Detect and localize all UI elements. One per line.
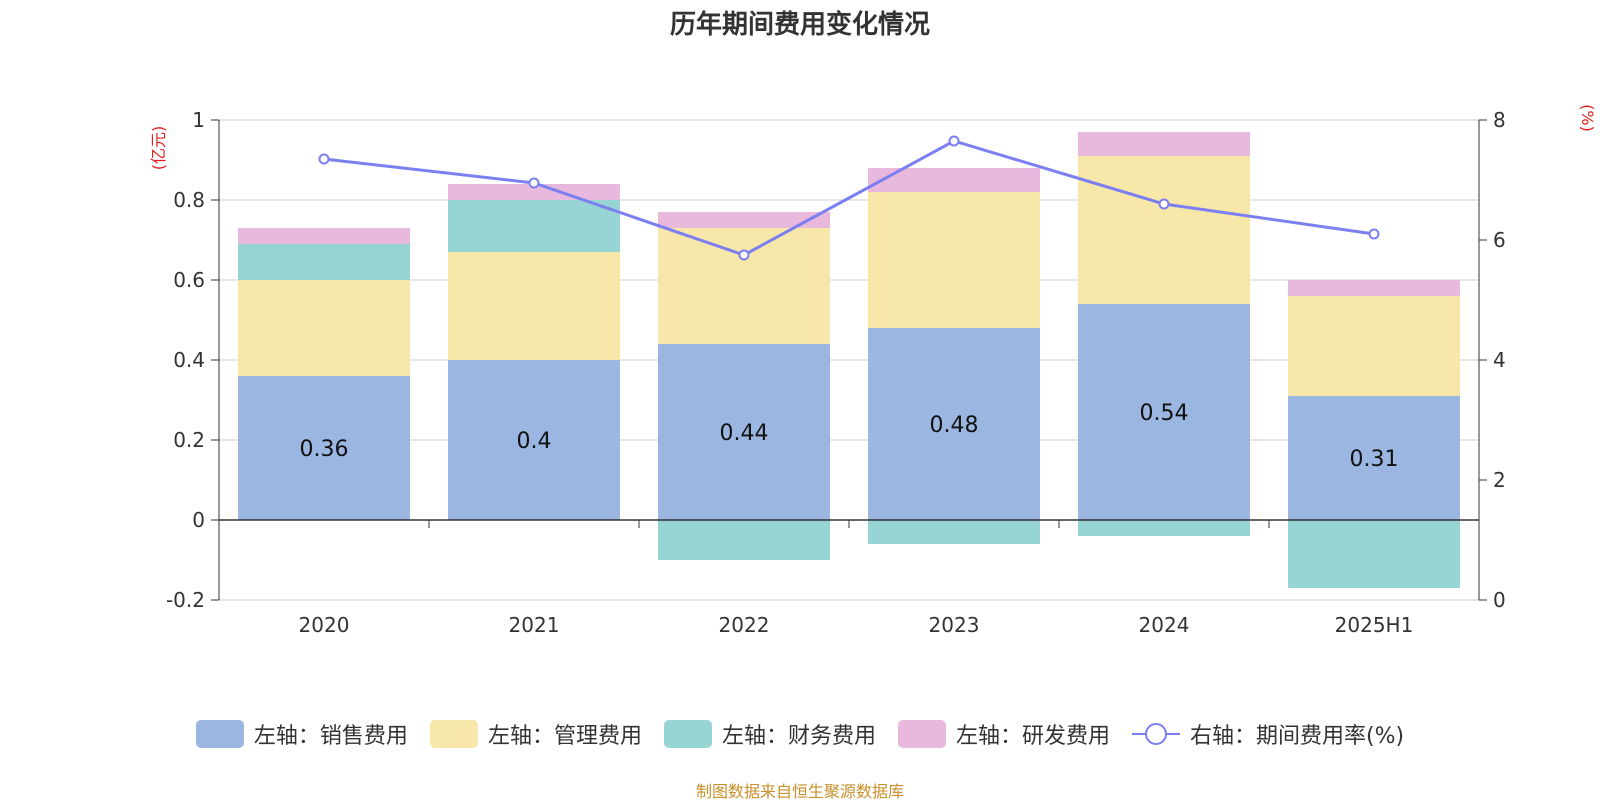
bar-finance-2024 [1078,520,1250,536]
legend-label: 左轴：财务费用 [721,724,876,749]
data-label-sales-2024: 0.54 [1140,401,1189,426]
legend-item-finance[interactable]: 左轴：财务费用 [663,718,876,750]
bar-admin-2025H1 [1288,296,1460,396]
legend-label: 右轴：期间费用率(%) [1189,724,1405,749]
axes-layer [211,119,1487,601]
left-axis-tick-label: -0.2 [166,588,205,612]
bar-rnd-2022 [658,212,830,228]
labels-layer: -0.2 0 0.2 0.4 0.6 0.8 1 0 2 4 6 8 (亿元) (%) 2020 2021 20… [149,104,1597,637]
left-axis-tick-label: 0.4 [173,348,205,372]
bar-sales-2025H1 [1288,396,1460,520]
bar-finance-2020 [238,244,410,280]
category-label-2022: 2022 [719,613,770,637]
legend: 左轴：销售费用 左轴：管理费用 左轴：财务费用 左轴：研发费用 右轴：期间费用率(%) [0,718,1600,750]
left-axis-tick-label: 1 [192,108,205,132]
left-axis-tick-label: 0.2 [173,428,205,452]
rate-point-2024 [1158,198,1170,210]
data-label-sales-2021: 0.4 [517,429,552,454]
rate-point-2020 [318,153,330,165]
legend-label: 左轴：研发费用 [955,724,1110,749]
legend-swatch [429,720,478,748]
data-label-sales-2023: 0.48 [930,413,979,438]
bar-rnd-2020 [238,228,410,244]
data-label-sales-2020: 0.36 [300,437,349,462]
bar-sales-2024 [1078,304,1250,520]
bar-finance-2022 [658,520,830,560]
source-note: 制图数据来自恒生聚源数据库 [695,782,904,801]
legend-swatch [897,720,946,748]
bar-sales-2021 [448,360,620,520]
rate-point-2025H1 [1368,228,1380,240]
legend-swatch [195,720,244,748]
data-label-sales-2022: 0.44 [720,421,769,446]
legend-item-sales[interactable]: 左轴：销售费用 [195,718,408,750]
bar-finance-2021 [448,200,620,252]
left-axis-tick-label: 0.8 [173,188,205,212]
bar-admin-2020 [238,280,410,376]
left-axis-tick-label: 0 [192,508,205,532]
right-axis-tick-label: 2 [1493,468,1506,492]
category-label-2025H1: 2025H1 [1335,613,1414,637]
legend-swatch [663,720,712,748]
bars-layer [238,132,1460,588]
left-axis-tick-label: 0.6 [173,268,205,292]
right-axis-tick-label: 4 [1493,348,1506,372]
line-layer [318,135,1380,261]
legend-item-rnd[interactable]: 左轴：研发费用 [897,718,1110,750]
left-axis-unit-label: (亿元) [149,126,168,171]
bar-rnd-2021 [448,184,620,200]
chart-plot: -0.2 0 0.2 0.4 0.6 0.8 1 0 2 4 6 8 (亿元) (%) 2020 2021 20… [149,104,1597,637]
right-axis-unit-label: (%) [1578,104,1597,132]
legend-label: 左轴：销售费用 [253,724,408,749]
right-axis-tick-label: 6 [1493,228,1506,252]
bar-admin-2023 [868,192,1040,328]
right-axis-tick-label: 0 [1493,588,1506,612]
bar-admin-2024 [1078,156,1250,304]
grid-layer [219,119,1479,601]
data-label-sales-2025H1: 0.31 [1350,447,1399,472]
legend-item-admin[interactable]: 左轴：管理费用 [429,718,642,750]
chart-title: 历年期间费用变化情况 [669,10,930,40]
category-label-2024: 2024 [1139,613,1190,637]
bar-rnd-2025H1 [1288,280,1460,296]
bar-admin-2021 [448,252,620,360]
category-label-2020: 2020 [299,613,350,637]
bar-sales-2023 [868,328,1040,520]
legend-line-marker [1131,723,1180,745]
bar-rnd-2023 [868,168,1040,192]
bar-finance-2025H1 [1288,520,1460,588]
category-label-2023: 2023 [929,613,980,637]
right-axis-tick-label: 8 [1493,108,1506,132]
bar-finance-2023 [868,520,1040,544]
legend-item-rate[interactable]: 右轴：期间费用率(%) [1131,718,1405,750]
bar-sales-2020 [238,376,410,520]
rate-point-2022 [738,249,750,261]
rate-line [323,139,1375,257]
category-label-2021: 2021 [509,613,560,637]
rate-point-2023 [948,135,960,147]
legend-label: 左轴：管理费用 [487,724,642,749]
bar-admin-2022 [658,228,830,344]
rate-point-2021 [528,177,540,189]
bar-sales-2022 [658,344,830,520]
bar-rnd-2024 [1078,132,1250,156]
